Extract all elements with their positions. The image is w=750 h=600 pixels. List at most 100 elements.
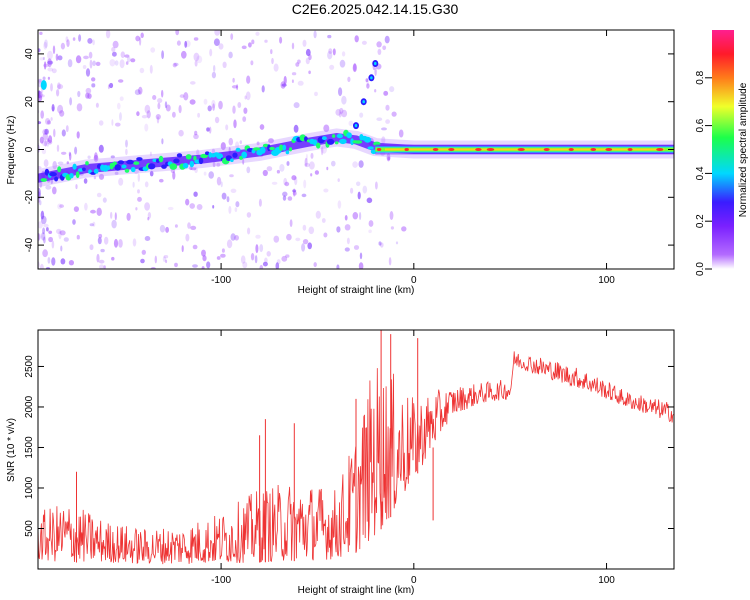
noise-speckle bbox=[368, 229, 372, 234]
noise-speckle bbox=[353, 245, 360, 250]
noise-speckle bbox=[152, 95, 157, 100]
noise-speckle bbox=[98, 233, 103, 239]
snr-panel: -100 0 100 500 1000 1500 2000 2500 Height of st… bbox=[6, 329, 675, 596]
noise-speckle bbox=[139, 67, 145, 74]
noise-speckle bbox=[147, 217, 150, 221]
noise-speckle bbox=[68, 260, 74, 266]
noise-speckle bbox=[93, 176, 97, 180]
noise-speckle bbox=[368, 220, 374, 227]
noise-speckle bbox=[216, 176, 222, 186]
noise-speckle bbox=[385, 119, 390, 124]
noise-speckle bbox=[233, 119, 237, 129]
noise-speckle bbox=[398, 129, 404, 138]
noise-speckle bbox=[150, 47, 156, 53]
noise-speckle bbox=[146, 110, 151, 119]
noise-speckle bbox=[220, 142, 226, 151]
noise-speckle bbox=[221, 248, 225, 253]
tone-peak bbox=[656, 148, 664, 151]
noise-speckle bbox=[213, 65, 216, 72]
noise-speckle bbox=[228, 137, 234, 146]
noise-speckle bbox=[332, 48, 336, 56]
noise-speckle bbox=[374, 67, 377, 76]
noise-speckle bbox=[102, 197, 107, 203]
tone-peak bbox=[432, 148, 439, 151]
noise-speckle bbox=[259, 264, 264, 269]
y-tick-label: -20 bbox=[24, 190, 35, 205]
noise-speckle bbox=[118, 79, 124, 83]
noise-speckle bbox=[47, 120, 51, 125]
ridge-blob bbox=[367, 146, 374, 150]
noise-speckle bbox=[254, 255, 258, 264]
noise-speckle bbox=[39, 31, 43, 35]
noise-speckle bbox=[225, 124, 229, 131]
noise-speckle bbox=[196, 149, 200, 156]
ridge-blob bbox=[336, 133, 343, 139]
noise-speckle bbox=[97, 237, 102, 245]
spur-core bbox=[354, 124, 358, 128]
noise-speckle bbox=[339, 107, 344, 114]
noise-speckle bbox=[197, 112, 201, 118]
noise-speckle bbox=[43, 159, 49, 168]
noise-speckle bbox=[341, 95, 347, 105]
noise-speckle bbox=[125, 148, 128, 156]
x-tick-label: 0 bbox=[411, 575, 417, 586]
noise-speckle bbox=[76, 103, 83, 112]
noise-speckle bbox=[52, 186, 57, 195]
noise-speckle bbox=[209, 48, 213, 57]
noise-speckle bbox=[273, 235, 280, 243]
ridge-blob bbox=[241, 151, 248, 159]
noise-speckle bbox=[56, 89, 60, 97]
ridge-blob bbox=[232, 152, 238, 158]
noise-speckle bbox=[216, 256, 221, 260]
noise-speckle bbox=[76, 234, 80, 240]
noise-speckle bbox=[38, 80, 42, 84]
noise-speckle bbox=[144, 123, 149, 132]
noise-speckle bbox=[120, 51, 126, 58]
noise-speckle bbox=[130, 58, 136, 63]
noise-speckle bbox=[250, 253, 255, 261]
noise-speckle bbox=[69, 152, 72, 161]
noise-speckle bbox=[283, 75, 287, 85]
noise-speckle bbox=[292, 191, 297, 196]
colorbar-tick-label: 0.6 bbox=[695, 118, 706, 132]
noise-speckle bbox=[100, 248, 105, 253]
noise-speckle bbox=[59, 204, 64, 208]
noise-speckle bbox=[346, 237, 350, 245]
noise-speckle bbox=[96, 207, 102, 216]
noise-speckle bbox=[358, 160, 364, 168]
noise-speckle bbox=[385, 104, 390, 111]
noise-speckle bbox=[178, 129, 184, 137]
noise-speckle bbox=[196, 204, 203, 210]
noise-speckle bbox=[276, 259, 281, 265]
noise-speckle bbox=[377, 48, 382, 56]
noise-speckle bbox=[381, 136, 386, 144]
noise-speckle bbox=[192, 264, 198, 268]
noise-speckle bbox=[51, 104, 55, 112]
noise-speckle bbox=[104, 236, 109, 245]
noise-speckle bbox=[51, 257, 56, 266]
spectrogram-ylabel: Frequency (Hz) bbox=[6, 116, 17, 185]
noise-speckle bbox=[189, 99, 196, 105]
noise-speckle bbox=[56, 144, 60, 152]
noise-speckle bbox=[192, 244, 198, 250]
noise-speckle bbox=[196, 55, 203, 64]
noise-speckle bbox=[38, 166, 42, 169]
ridge-blob bbox=[158, 155, 164, 163]
noise-speckle bbox=[110, 155, 115, 159]
ridge-blob bbox=[304, 136, 308, 142]
noise-speckle bbox=[255, 31, 260, 36]
noise-speckle bbox=[47, 60, 54, 65]
edge-trace bbox=[40, 80, 47, 90]
noise-speckle bbox=[295, 62, 300, 67]
noise-speckle bbox=[279, 36, 283, 44]
ridge-blob bbox=[49, 172, 57, 177]
noise-speckle bbox=[43, 223, 49, 228]
ridge-blob bbox=[117, 160, 124, 165]
ridge-blob bbox=[173, 158, 180, 164]
noise-speckle bbox=[395, 241, 399, 245]
ridge-blob bbox=[321, 136, 327, 141]
noise-speckle bbox=[78, 34, 82, 42]
noise-speckle bbox=[164, 101, 168, 109]
noise-speckle bbox=[352, 63, 357, 73]
noise-speckle bbox=[82, 65, 87, 69]
